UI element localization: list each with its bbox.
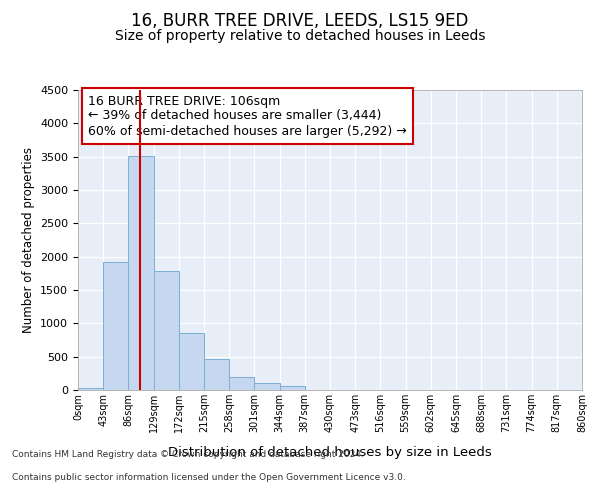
- Text: 16, BURR TREE DRIVE, LEEDS, LS15 9ED: 16, BURR TREE DRIVE, LEEDS, LS15 9ED: [131, 12, 469, 30]
- Y-axis label: Number of detached properties: Number of detached properties: [22, 147, 35, 333]
- Text: Contains HM Land Registry data © Crown copyright and database right 2024.: Contains HM Land Registry data © Crown c…: [12, 450, 364, 459]
- Bar: [103, 262, 128, 390]
- Bar: [204, 360, 229, 390]
- Bar: [254, 384, 280, 390]
- Bar: [229, 378, 254, 390]
- Text: Size of property relative to detached houses in Leeds: Size of property relative to detached ho…: [115, 29, 485, 43]
- Text: Contains public sector information licensed under the Open Government Licence v3: Contains public sector information licen…: [12, 472, 406, 482]
- X-axis label: Distribution of detached houses by size in Leeds: Distribution of detached houses by size …: [168, 446, 492, 459]
- Bar: [154, 272, 179, 390]
- Bar: [78, 388, 103, 390]
- Bar: [280, 386, 305, 390]
- Bar: [128, 156, 154, 390]
- Text: 16 BURR TREE DRIVE: 106sqm
← 39% of detached houses are smaller (3,444)
60% of s: 16 BURR TREE DRIVE: 106sqm ← 39% of deta…: [88, 94, 407, 138]
- Bar: [179, 332, 204, 390]
